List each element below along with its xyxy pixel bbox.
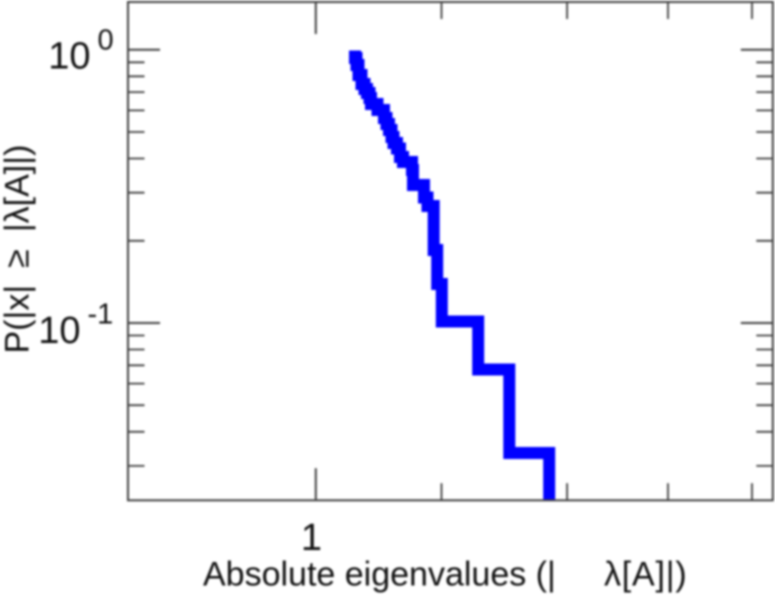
svg-text:Absolute eigenvalues (|: Absolute eigenvalues (| xyxy=(203,556,556,594)
svg-text:1: 1 xyxy=(301,517,322,559)
svg-text:10: 10 xyxy=(48,36,90,78)
svg-text:-1: -1 xyxy=(88,299,114,331)
svg-text:λ[A]|): λ[A]|) xyxy=(604,556,688,594)
svg-text:0: 0 xyxy=(98,25,114,57)
svg-text:10: 10 xyxy=(38,310,80,352)
